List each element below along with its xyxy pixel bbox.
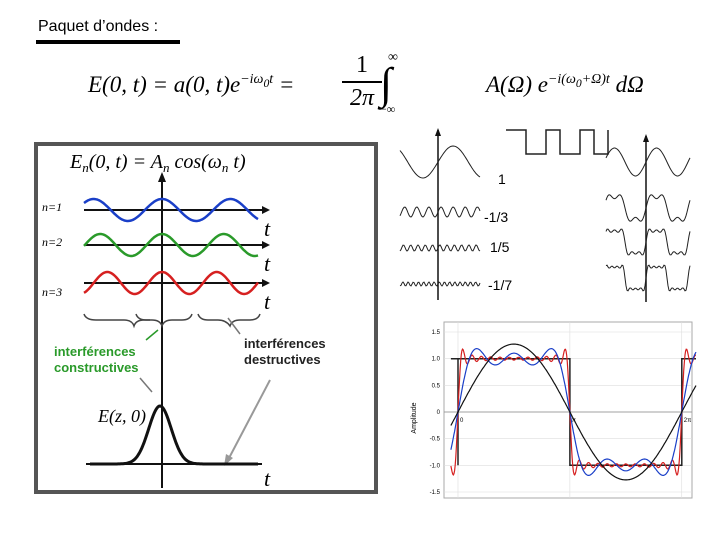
eq-lhs-text: E(0, t) = a(0, t)e−iω0t = <box>88 72 295 97</box>
t-label-2: t <box>264 251 271 276</box>
t-label-bottom: t <box>264 466 271 491</box>
integral-sign: ∞ ∫ −∞ <box>380 50 398 117</box>
integral-symbol: ∫ <box>380 59 393 108</box>
wave-packet-curve <box>90 404 258 466</box>
superposition-diagram: En(0, t) = An cos(ωn t) n=1 n=2 n=3 t t … <box>42 151 326 491</box>
partial-sum-2 <box>605 194 691 222</box>
xtick: π <box>572 418 576 424</box>
title-underline <box>36 40 180 44</box>
brace-left <box>83 313 150 329</box>
fourier-square-plot: Amplitude 1.5 1.0 0.5 0 -0.5 -1.0 -1.5 0 π 2π <box>411 321 697 499</box>
brace-mid <box>135 313 193 329</box>
t-label-3: t <box>264 289 271 314</box>
plot-ylabel: Amplitude <box>411 402 418 433</box>
ytick: 1.0 <box>432 357 441 363</box>
destructive-label-1: interférences <box>244 336 326 351</box>
main-equation-lhs: E(0, t) = a(0, t)e−iω0t = <box>88 72 294 98</box>
wave-superposition-panel <box>34 142 378 494</box>
xtick: 0 <box>460 418 464 424</box>
partial-sum-1 <box>605 147 691 177</box>
wave-n3 <box>83 270 259 296</box>
t-label-1: t <box>264 216 271 241</box>
arrow-destructive <box>227 317 241 335</box>
fraction-numerator: 1 <box>356 52 368 78</box>
harmonic-label-4: -1/7 <box>488 277 512 293</box>
arrow-constructive <box>145 329 159 341</box>
partial-sum-3 <box>605 228 691 256</box>
ytick: 0 <box>437 410 441 416</box>
box-equation: En(0, t) = An cos(ωn t) <box>69 151 246 175</box>
wave-n1 <box>83 197 259 223</box>
ytick: -0.5 <box>430 437 441 443</box>
fraction-denominator: 2π <box>349 85 375 111</box>
fraction: 1 2π <box>342 52 382 112</box>
partial-sum-4 <box>605 264 691 292</box>
main-equation-rhs: A(Ω) e−i(ω0+Ω)t dΩ <box>486 72 644 97</box>
harmonic-2 <box>399 206 481 218</box>
harmonic-label-3: 1/5 <box>490 239 510 255</box>
ytick: -1.5 <box>430 490 441 496</box>
square-wave <box>506 129 609 155</box>
page-title: Paquet d’ondes : <box>38 18 159 35</box>
harmonic-4 <box>399 281 481 287</box>
ytick: 0.5 <box>432 383 441 389</box>
arrow-to-zero <box>227 379 271 461</box>
bottom-equation: E(z, 0) <box>97 406 146 427</box>
n-label-3: n=3 <box>42 285 62 299</box>
harmonic-label-1: 1 <box>498 171 506 187</box>
axis-arrow <box>158 172 166 182</box>
n-label-2: n=2 <box>42 235 62 249</box>
harmonic-label-2: -1/3 <box>484 209 508 225</box>
ytick: 1.5 <box>432 330 441 336</box>
destructive-label-2: destructives <box>244 352 321 367</box>
integral-lower: −∞ <box>380 102 396 116</box>
constructive-label-2: constructives <box>54 360 139 375</box>
arrow-to-packet <box>139 377 153 393</box>
brace-right <box>197 313 261 328</box>
fourier-harmonics-diagram: 1 -1/3 1/5 -1/7 <box>399 128 691 302</box>
wave-n2 <box>83 232 259 258</box>
harmonic-3 <box>399 244 481 252</box>
constructive-label-1: interférences <box>54 344 136 359</box>
n-label-1: n=1 <box>42 200 62 214</box>
integral-upper: ∞ <box>388 50 398 65</box>
xtick: 2π <box>684 418 691 424</box>
harmonic-1 <box>399 145 481 179</box>
fraction-bar <box>342 81 382 83</box>
ytick: -1.0 <box>430 463 441 469</box>
